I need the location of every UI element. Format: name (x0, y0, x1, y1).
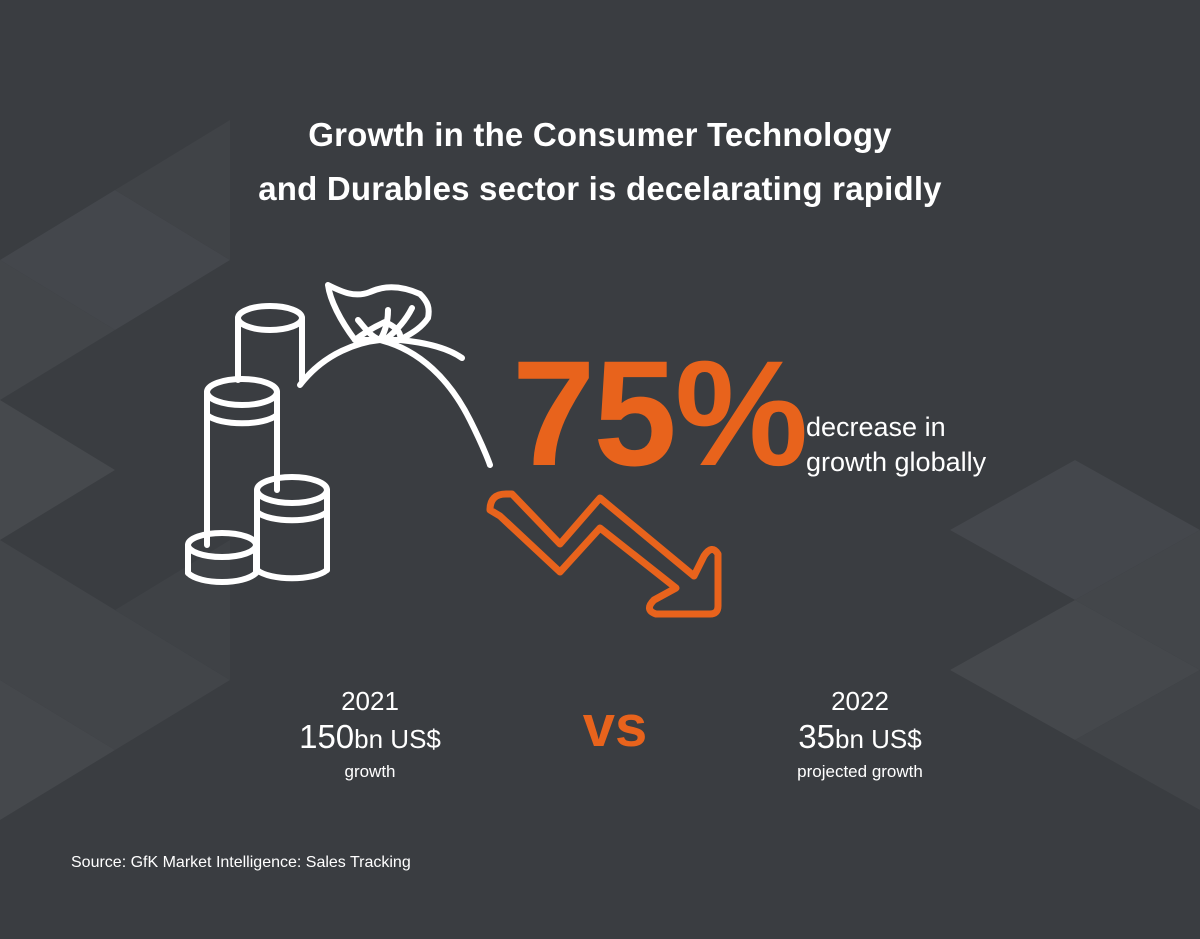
stat-amount: 35bn US$ (760, 717, 960, 759)
headline-percentage: 75% (512, 329, 808, 497)
stat-amount-value: 150 (299, 718, 355, 755)
stat-amount: 150bn US$ (270, 717, 470, 759)
title-line-2: and Durables sector is decelarating rapi… (258, 170, 942, 207)
stat-year: 2022 (831, 686, 889, 716)
stat-label: growth (344, 762, 396, 781)
stat-amount-unit: bn US$ (834, 724, 922, 754)
money-bag-coins-icon (185, 282, 493, 585)
vs-label: vs (582, 694, 648, 759)
headline-description: decrease in growth globally (806, 410, 986, 480)
stat-amount-value: 35 (798, 718, 835, 755)
stat-label: projected growth (797, 762, 923, 781)
stat-year: 2021 (341, 686, 399, 716)
source-note: Source: GfK Market Intelligence: Sales T… (71, 854, 411, 871)
page-title: Growth in the Consumer Technology and Du… (0, 108, 1200, 216)
stat-amount-unit: bn US$ (354, 724, 441, 754)
headline-desc-line-2: growth globally (806, 447, 987, 477)
headline-desc-line-1: decrease in (806, 412, 946, 442)
title-line-1: Growth in the Consumer Technology (308, 116, 892, 153)
stat-2022: 2022 35bn US$ projected growth (760, 685, 960, 785)
downward-trend-arrow-icon (486, 490, 722, 618)
stat-2021: 2021 150bn US$ growth (270, 685, 470, 785)
